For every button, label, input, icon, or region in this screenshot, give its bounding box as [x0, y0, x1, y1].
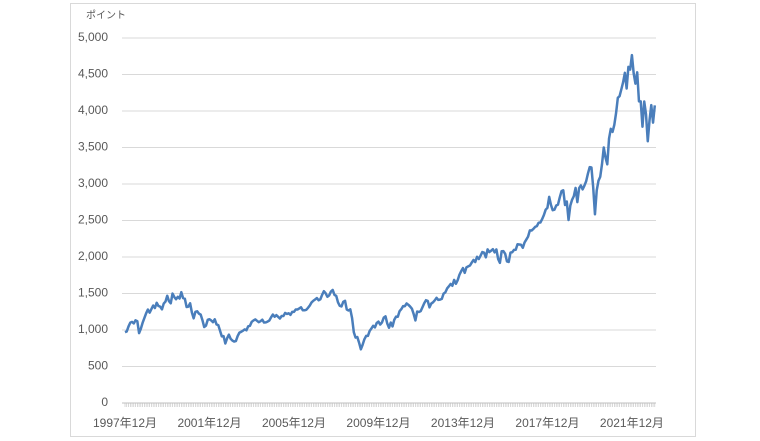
y-tick-label: 1,000 [78, 322, 108, 336]
data-line [124, 53, 657, 351]
x-tick-label: 2021年12月 [600, 416, 664, 430]
y-tick-label: 1,500 [78, 286, 108, 300]
y-tick-label: 500 [88, 359, 108, 373]
y-tick-label: 3,500 [78, 140, 108, 154]
x-tick-label: 2005年12月 [262, 416, 326, 430]
y-axis-label: ポイント [86, 10, 126, 22]
x-tick-label: 2013年12月 [431, 416, 495, 430]
y-tick-label: 2,000 [78, 249, 108, 263]
x-tick-label: 1997年12月 [93, 416, 157, 430]
y-tick-label: 4,500 [78, 67, 108, 81]
y-tick-label: 5,000 [78, 30, 108, 44]
x-tick-label: 2001年12月 [177, 416, 241, 430]
y-tick-label: 3,000 [78, 176, 108, 190]
y-tick-label: 2,500 [78, 213, 108, 227]
y-tick-label: 4,000 [78, 103, 108, 117]
x-tick-label: 2009年12月 [346, 416, 410, 430]
y-tick-label: 0 [101, 395, 108, 409]
x-tick-label: 2017年12月 [515, 416, 579, 430]
